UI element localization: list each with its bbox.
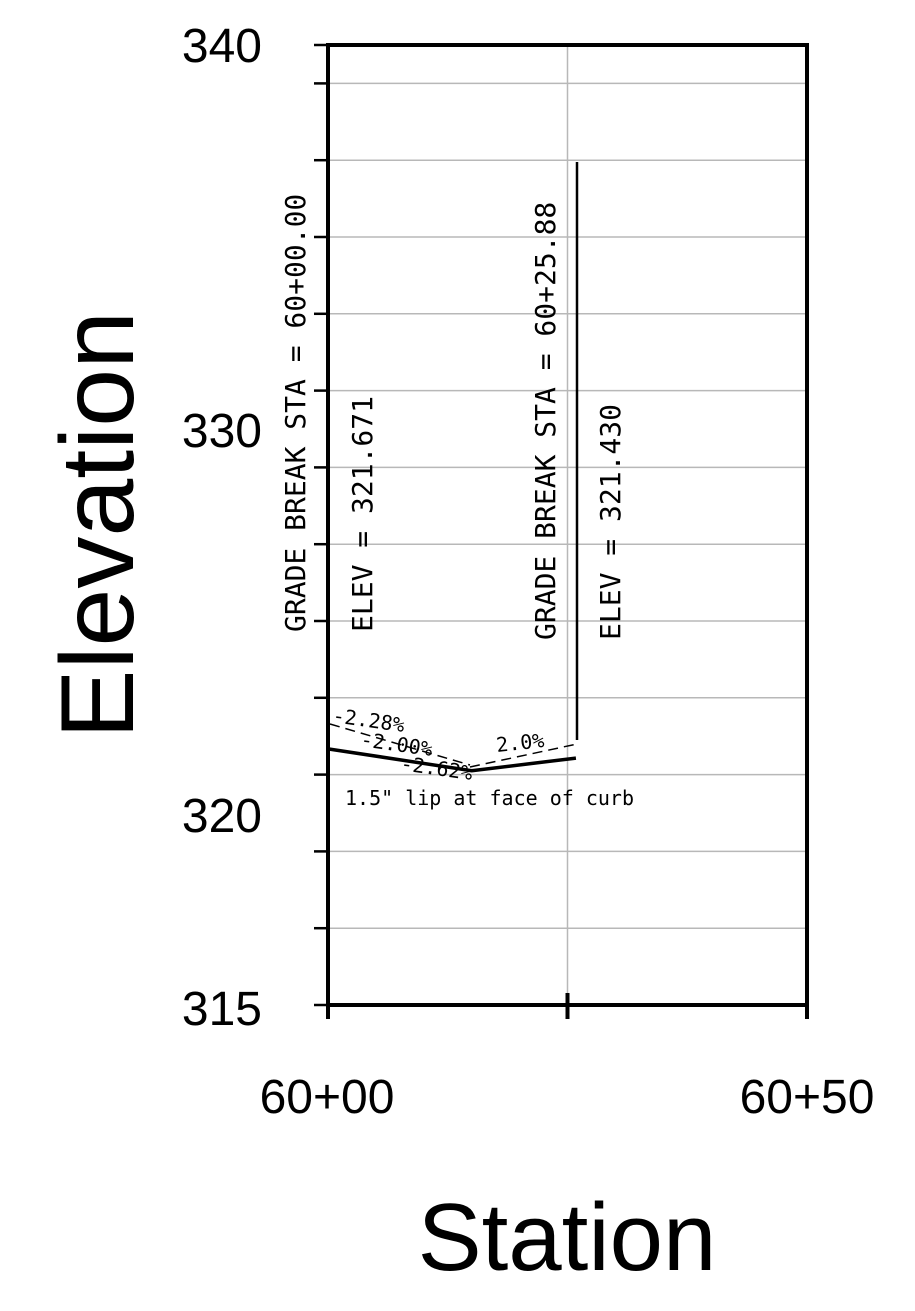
x-tick-label-end: 60+50: [740, 1071, 875, 1124]
y-tick-label-320: 320: [182, 790, 262, 843]
slope-label-4: 2.0%: [495, 728, 545, 757]
x-axis-ticks: [326, 993, 809, 1019]
profile-line: [327, 747, 577, 773]
grade-break-label-1: GRADE BREAK STA = 60+00.00: [279, 194, 312, 632]
x-axis-title: Station: [418, 1184, 717, 1291]
y-tick-label-315: 315: [182, 983, 262, 1036]
y-axis-ticks: [314, 43, 328, 1007]
y-tick-label-340: 340: [182, 20, 262, 73]
x-tick-label-start: 60+00: [260, 1071, 395, 1124]
curb-lip-note: 1.5" lip at face of curb: [345, 786, 634, 810]
slope-label-3: -2.62%: [399, 751, 474, 785]
grade-break-elev-2: ELEV = 321.430: [594, 404, 627, 640]
y-axis-title: Elevation: [40, 311, 156, 739]
grade-break-elev-1: ELEV = 321.671: [346, 396, 379, 632]
grade-break-label-2: GRADE BREAK STA = 60+25.88: [529, 202, 562, 640]
dashed-slope-lines: [329, 723, 578, 768]
y-tick-label-330: 330: [182, 405, 262, 458]
